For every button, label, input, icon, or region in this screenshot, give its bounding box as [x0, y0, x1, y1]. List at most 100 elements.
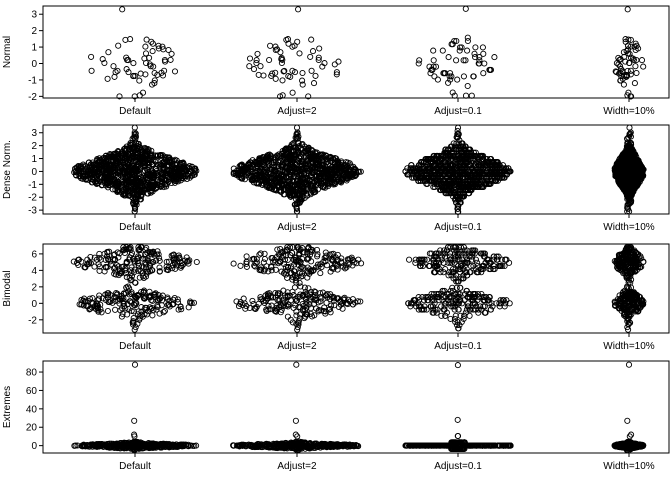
data-point [612, 68, 619, 75]
data-point [125, 188, 132, 195]
data-point [317, 270, 324, 277]
data-point [289, 67, 296, 74]
data-point [335, 58, 342, 65]
y-tick-label: 1 [31, 43, 37, 54]
data-point [112, 158, 119, 165]
data-point [632, 46, 639, 54]
data-point [114, 182, 121, 189]
data-point [269, 70, 276, 77]
data-point [312, 72, 319, 79]
data-point [453, 57, 460, 64]
data-point [294, 38, 301, 45]
data-point [139, 156, 146, 163]
data-point [142, 50, 150, 57]
data-point [146, 54, 153, 61]
category-label: Adjust=0.1 [434, 222, 482, 233]
data-point [266, 56, 273, 64]
data-point [331, 61, 338, 68]
data-point [168, 50, 175, 57]
data-point [627, 71, 634, 78]
category-label: Default [119, 341, 151, 352]
data-point [464, 34, 471, 41]
y-tick-label: 2 [31, 282, 37, 293]
data-point [491, 54, 498, 61]
data-point [131, 208, 138, 215]
data-point [308, 171, 315, 178]
data-point [309, 48, 317, 55]
data-point [616, 56, 623, 64]
data-point [627, 54, 635, 61]
data-point [88, 67, 95, 74]
data-point [426, 63, 433, 70]
data-point [136, 77, 143, 84]
category-label: Width=10% [603, 341, 655, 352]
data-point [430, 57, 437, 64]
data-point [132, 135, 139, 142]
data-point [85, 159, 93, 166]
data-point [296, 50, 303, 57]
data-point [254, 50, 261, 57]
data-point [460, 73, 467, 80]
data-point [72, 168, 79, 175]
y-axis-label: Normal [2, 36, 13, 68]
data-point [125, 192, 132, 199]
data-point [319, 151, 326, 158]
data-point [260, 72, 267, 79]
data-point [152, 158, 159, 165]
data-point [102, 152, 110, 159]
data-point [110, 63, 117, 70]
data-point [159, 43, 166, 50]
data-point [129, 163, 136, 170]
data-point [88, 53, 95, 60]
data-point [316, 45, 323, 52]
data-point [281, 67, 288, 74]
data-point [151, 80, 158, 87]
data-point [289, 178, 296, 185]
category-label: Default [119, 106, 151, 117]
data-point [76, 172, 83, 179]
data-point [315, 54, 322, 61]
data-point [472, 44, 479, 51]
data-point [285, 73, 292, 80]
data-point [114, 184, 121, 191]
data-point [415, 60, 422, 67]
data-point [460, 57, 467, 64]
data-point [127, 142, 134, 149]
data-point [131, 185, 138, 192]
data-point [130, 179, 137, 186]
data-point [431, 73, 438, 80]
data-point [75, 163, 82, 170]
data-point [299, 81, 306, 88]
data-point [160, 46, 167, 53]
data-point [241, 176, 248, 183]
y-tick-label: -2 [28, 193, 37, 204]
data-point [139, 89, 147, 96]
category-label: Width=10% [603, 222, 655, 233]
data-point [165, 178, 172, 185]
data-point [310, 80, 318, 87]
data-point [480, 50, 487, 57]
data-point [139, 176, 147, 183]
data-point [182, 166, 189, 173]
data-point [101, 179, 108, 187]
data-point [107, 174, 114, 182]
data-point [440, 70, 447, 77]
data-point [627, 67, 634, 74]
y-tick-label: 0 [31, 299, 37, 310]
y-tick-label: 3 [31, 10, 37, 21]
data-point [147, 63, 154, 70]
y-tick-label: 1 [31, 154, 37, 165]
data-point [180, 165, 187, 172]
plot-frame [42, 5, 670, 99]
data-point [462, 57, 469, 64]
data-point [622, 36, 629, 43]
data-point [284, 36, 292, 43]
data-point [284, 313, 291, 320]
data-point [168, 171, 175, 178]
data-point [143, 148, 150, 155]
data-point [101, 59, 108, 67]
data-point [123, 54, 130, 61]
data-point [121, 192, 128, 199]
